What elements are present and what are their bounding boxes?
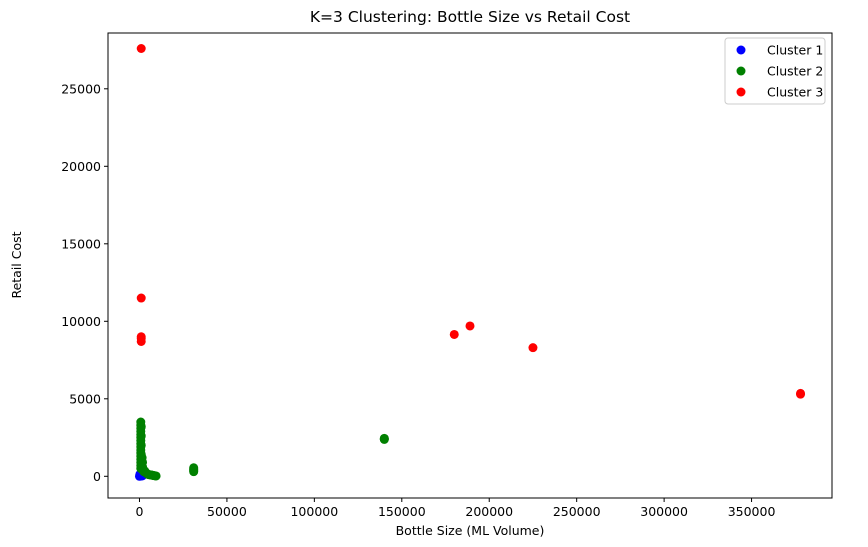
x-tick-label: 350000	[728, 504, 776, 519]
data-point	[151, 471, 161, 481]
y-tick-label: 10000	[61, 314, 101, 329]
x-tick-label: 200000	[465, 504, 513, 519]
y-tick-label: 25000	[61, 81, 101, 96]
data-point	[136, 293, 146, 303]
legend-frame	[724, 37, 826, 105]
chart-title: K=3 Clustering: Bottle Size vs Retail Co…	[310, 8, 630, 26]
x-tick-label: 300000	[640, 504, 688, 519]
x-tick-label: 250000	[553, 504, 601, 519]
legend-label: Cluster 1	[767, 43, 823, 58]
data-point	[796, 388, 806, 398]
legend-label: Cluster 3	[767, 85, 823, 100]
legend: Cluster 1 Cluster 2 Cluster 3	[724, 37, 826, 105]
plot-frame	[107, 32, 833, 499]
data-point	[189, 467, 199, 477]
data-point	[136, 440, 146, 450]
data-points	[134, 44, 806, 481]
y-tick-label: 0	[93, 469, 101, 484]
data-point	[465, 321, 475, 331]
legend-marker	[736, 66, 746, 76]
y-tick-label: 5000	[69, 391, 101, 406]
plot-area	[107, 32, 833, 499]
legend-marker	[736, 45, 746, 55]
x-tick-label: 0	[136, 504, 144, 519]
data-point	[136, 422, 146, 432]
data-point	[449, 329, 459, 339]
data-point	[528, 343, 538, 353]
y-tick-label: 20000	[61, 159, 101, 174]
data-point	[136, 44, 146, 53]
x-tick-label: 150000	[378, 504, 426, 519]
x-tick-label: 50000	[207, 504, 247, 519]
data-point	[136, 431, 146, 441]
legend-label: Cluster 2	[767, 64, 823, 79]
y-axis-label: Retail Cost	[9, 231, 24, 298]
y-tick-label: 15000	[61, 236, 101, 251]
y-axis: 0 5000 10000 15000 20000 25000	[61, 81, 108, 484]
x-tick-label: 100000	[290, 504, 338, 519]
data-point	[136, 336, 146, 346]
data-point	[379, 434, 389, 444]
x-axis: 0 50000 100000 150000 200000 250000 300000 3500…	[136, 498, 776, 519]
x-axis-label: Bottle Size (ML Volume)	[396, 523, 545, 538]
legend-marker	[736, 87, 746, 97]
